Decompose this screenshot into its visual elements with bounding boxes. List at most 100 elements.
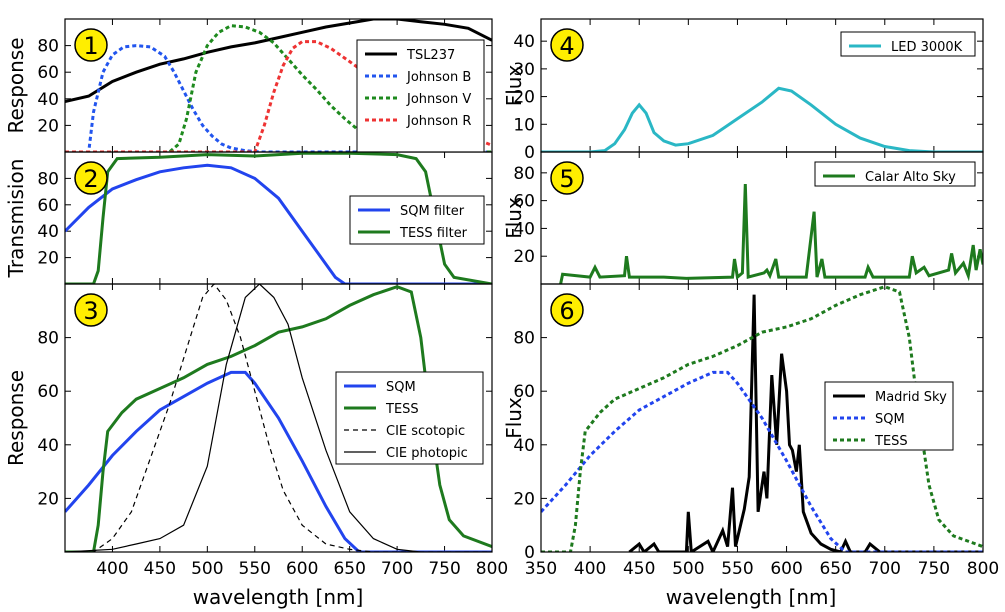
y-tick-label: 40 <box>513 32 535 52</box>
panel-6: 0 20 40 60 80 350 400 450 500 550 600 650 700 750 800 F… <box>502 283 999 579</box>
legend-label: Madrid Sky <box>875 390 947 405</box>
panel-number: 1 <box>83 32 98 60</box>
series-sqm <box>541 370 983 552</box>
legend-label: TSL237 <box>406 48 455 63</box>
legend-label: LED 3000K <box>891 40 963 55</box>
y-tick-label: 10 <box>513 115 535 135</box>
y-tick-label: 80 <box>37 169 59 189</box>
y-axis-label: Response <box>4 370 28 466</box>
legend-label: SQM filter <box>400 204 465 219</box>
legend-label: Johnson V <box>406 92 471 107</box>
x-tick-label: 800 <box>967 559 999 579</box>
series-madrid-sky <box>628 294 983 552</box>
x-tick-label: 750 <box>428 559 460 579</box>
x-tick-label: 550 <box>239 559 271 579</box>
panel-2: 20 40 60 80 Transmision 2 SQM filter TESS filte… <box>4 151 493 285</box>
panel-number: 6 <box>559 297 574 325</box>
y-tick-label: 30 <box>513 60 535 80</box>
legend-label: CIE scotopic <box>386 424 465 439</box>
legend-label: TESS <box>874 434 908 449</box>
x-tick-label: 600 <box>770 559 802 579</box>
y-tick-label: 20 <box>37 116 59 136</box>
y-tick-label: 80 <box>513 329 535 349</box>
legend-box <box>356 39 485 153</box>
panel-number-badge <box>550 161 584 195</box>
legend-label: TESS <box>385 402 419 417</box>
panel-number-badge <box>550 28 584 62</box>
y-tick-label: 60 <box>513 192 535 212</box>
panel-number-badge <box>74 293 108 327</box>
legend-label: SQM <box>875 412 905 427</box>
legend-label: CIE photopic <box>386 446 468 461</box>
series-johnson-v <box>65 24 492 152</box>
y-tick-label: 60 <box>37 63 59 83</box>
y-tick-label: 40 <box>513 219 535 239</box>
x-tick-label: 550 <box>721 559 753 579</box>
series-cie-scotopic <box>65 284 492 552</box>
series-sqm-filter <box>65 163 492 284</box>
series-sqm <box>65 370 492 552</box>
x-tick-label: 400 <box>96 559 128 579</box>
panel-number: 2 <box>83 165 98 193</box>
y-tick-label: 60 <box>513 382 535 402</box>
x-tick-label: 350 <box>525 559 557 579</box>
panel-number: 3 <box>83 297 98 325</box>
x-tick-label: 750 <box>918 559 950 579</box>
x-tick-label: 700 <box>869 559 901 579</box>
series-calar-alto-sky <box>559 183 983 284</box>
legend-label: Calar Alto Sky <box>865 170 956 185</box>
y-axis-label: Flux <box>502 197 526 239</box>
x-tick-label: 600 <box>286 559 318 579</box>
y-tick-label: 20 <box>513 489 535 509</box>
panel-number: 5 <box>559 165 574 193</box>
right-xlabel: wavelength [nm] <box>666 585 837 609</box>
panel-number-badge <box>74 28 108 62</box>
legend-box <box>349 195 485 245</box>
y-tick-label: 0 <box>524 143 535 163</box>
y-tick-label: 40 <box>37 436 59 456</box>
panel-number-badge <box>74 161 108 195</box>
legend-box <box>814 161 976 187</box>
panel-number: 4 <box>559 32 574 60</box>
x-tick-label: 450 <box>144 559 176 579</box>
x-tick-label: 650 <box>819 559 851 579</box>
plot-frame <box>64 283 493 553</box>
y-tick-label: 80 <box>37 37 59 57</box>
left-xlabel: wavelength [nm] <box>193 585 364 609</box>
panel-3: 20 40 60 80 400 450 500 550 600 650 700 750 800 Respo… <box>4 283 508 579</box>
y-axis-label: Flux <box>502 397 526 439</box>
y-tick-label: 40 <box>513 436 535 456</box>
series-led-3000k <box>541 86 983 152</box>
y-tick-label: 20 <box>37 489 59 509</box>
x-tick-label: 500 <box>672 559 704 579</box>
y-tick-label: 40 <box>37 222 59 242</box>
y-tick-label: 60 <box>37 382 59 402</box>
legend-label: Johnson B <box>406 70 471 85</box>
panel-4: 0 10 20 30 40 Flux 4 LED 3000K <box>502 18 984 163</box>
y-axis-label: Flux <box>502 65 526 107</box>
y-tick-label: 20 <box>513 88 535 108</box>
plot-frame <box>540 283 984 553</box>
x-tick-label: 700 <box>381 559 413 579</box>
y-tick-label: 80 <box>513 164 535 184</box>
x-tick-label: 400 <box>574 559 606 579</box>
y-tick-label: 0 <box>524 543 535 563</box>
panel-1: 20 40 60 80 Response 1 TSL237 Johnson B Johnson … <box>4 18 493 153</box>
x-tick-label: 450 <box>623 559 655 579</box>
legend-box <box>840 31 976 57</box>
y-axis-label: Response <box>4 37 28 133</box>
y-axis-label: Transmision <box>4 159 28 279</box>
y-tick-label: 60 <box>37 196 59 216</box>
x-tick-label: 500 <box>191 559 223 579</box>
y-tick-label: 80 <box>37 329 59 349</box>
series-tsl237 <box>65 19 492 103</box>
legend-label: Johnson R <box>406 114 471 129</box>
panel-number-badge <box>550 293 584 327</box>
y-tick-label: 20 <box>37 249 59 269</box>
legend-label: SQM <box>386 380 416 395</box>
y-tick-label: 20 <box>513 247 535 267</box>
panel-5: 20 40 60 80 Flux 5 Calar Alto Sky <box>502 151 984 285</box>
legend-label: TESS filter <box>399 226 468 241</box>
series-cie-photopic <box>65 284 492 552</box>
